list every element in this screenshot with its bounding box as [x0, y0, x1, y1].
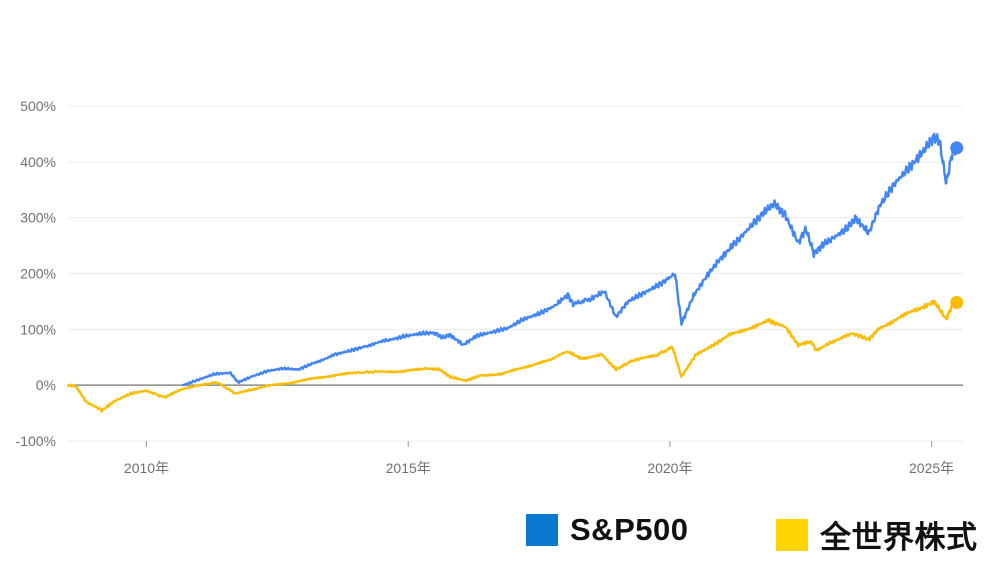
x-tick-label-3: 2025年 — [909, 460, 954, 476]
y-axis: 500% 400% 300% 200% 100% 0% -100% — [16, 98, 56, 449]
legend-swatch-sp500 — [526, 514, 558, 546]
y-tick-label-5: 0% — [36, 377, 56, 393]
y-tick-label-3: 200% — [20, 266, 56, 282]
x-tick-label-0: 2010年 — [124, 460, 169, 476]
y-tick-label-0: 500% — [20, 98, 56, 114]
legend-label-sp500: S&P500 — [570, 512, 689, 547]
y-tick-label-4: 100% — [20, 321, 56, 337]
x-tick-label-1: 2015年 — [386, 460, 431, 476]
series-lines — [66, 132, 964, 413]
legend-world-stocks: 全世界株式 — [776, 512, 978, 557]
series-line-world-stocks — [66, 299, 958, 413]
y-tick-label-6: -100% — [16, 433, 56, 449]
grid — [68, 105, 963, 442]
line-chart: 500%400%300%200%100%0%-100% 2010年 2015年 20… — [16, 98, 964, 476]
series-line-sp500 — [181, 132, 958, 387]
series-endpoint-world-stocks — [950, 296, 964, 310]
legend-swatch-world-stocks — [776, 518, 808, 551]
y-tick-label-1: 400% — [20, 154, 56, 170]
y-tick-label-2: 300% — [20, 210, 56, 226]
legend-label-world-stocks: 全世界株式 — [820, 520, 978, 555]
x-axis: 2010年 2015年 2020年 2025年 — [124, 441, 954, 476]
series-endpoint-sp500 — [950, 141, 964, 155]
x-tick-label-2: 2020年 — [647, 460, 692, 476]
legend-sp500: S&P500 — [526, 512, 688, 548]
